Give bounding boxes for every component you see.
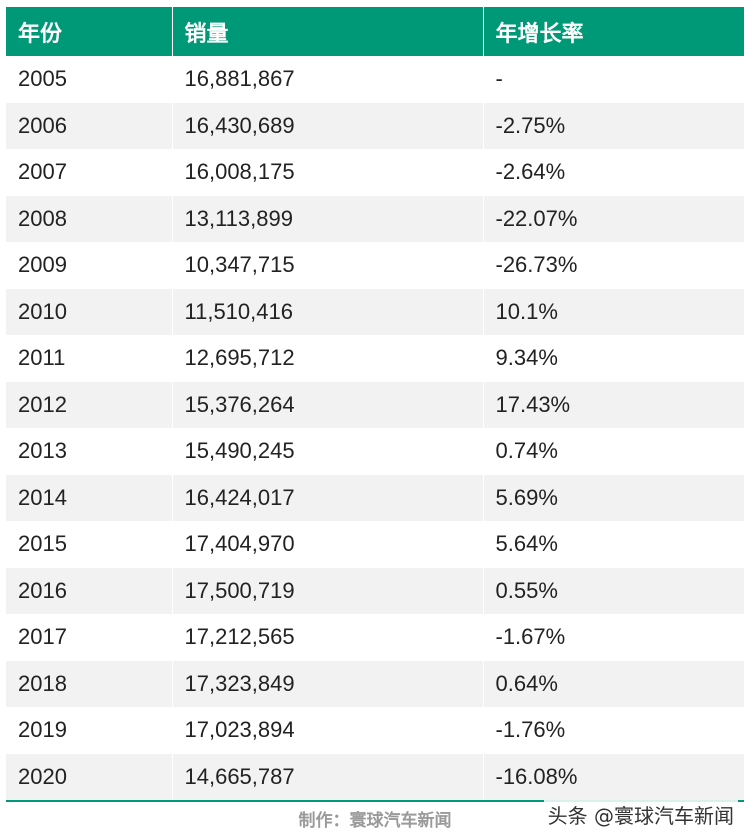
cell-growth: - [495, 66, 503, 92]
table-row: 2016 17,500,719 0.55% [6, 567, 744, 614]
watermark: 头条 @寰球汽车新闻 [543, 800, 738, 829]
cell-growth: -26.73% [495, 252, 578, 278]
cell-sales: 16,424,017 [172, 474, 484, 521]
cell-growth: -2.75% [495, 112, 566, 138]
cell-year: 2005 [6, 56, 173, 103]
table-row: 2011 12,695,712 9.34% [6, 335, 744, 382]
cell-year: 2018 [6, 660, 173, 707]
cell-growth: 10.1% [495, 298, 558, 324]
cell-sales: 13,113,899 [172, 195, 484, 242]
cell-growth: -22.07% [495, 205, 578, 231]
cell-sales: 17,323,849 [172, 660, 484, 707]
cell-year: 2011 [6, 335, 173, 382]
cell-growth: 5.69% [495, 484, 558, 510]
cell-sales: 12,695,712 [172, 335, 484, 382]
cell-sales: 16,881,867 [172, 56, 484, 103]
table-body: 2005 16,881,867-2006 16,430,689 -2.75% 2007 1… [6, 56, 744, 800]
table-row: 2010 11,510,416 10.1% [6, 288, 744, 335]
cell-sales: 11,510,416 [172, 288, 484, 335]
table-row: 2019 17,023,894 -1.76% [6, 707, 744, 754]
cell-sales: 14,665,787 [172, 753, 484, 800]
cell-year: 2010 [6, 288, 173, 335]
cell-sales: 17,404,970 [172, 521, 484, 568]
table-row: 2020 14,665,787 -16.08% [6, 753, 744, 800]
header-sales: 销量 [172, 7, 484, 56]
cell-sales: 17,212,565 [172, 614, 484, 661]
cell-growth: -1.76% [495, 717, 566, 743]
cell-year: 2006 [6, 102, 173, 149]
sales-table-container: 年份 销量 年增长率 2005 16,881,867-2006 16,430,689… [6, 7, 744, 800]
cell-sales: 17,023,894 [172, 707, 484, 754]
cell-growth: 9.34% [495, 345, 558, 371]
cell-growth: -16.08% [495, 763, 578, 789]
cell-sales: 16,008,175 [172, 149, 484, 196]
cell-year: 2014 [6, 474, 173, 521]
table-row: 2014 16,424,017 5.69% [6, 474, 744, 521]
table-header-row: 年份 销量 年增长率 [6, 7, 744, 56]
cell-sales: 15,376,264 [172, 381, 484, 428]
cell-year: 2012 [6, 381, 173, 428]
cell-growth: -1.67% [495, 624, 566, 650]
cell-year: 2008 [6, 195, 173, 242]
cell-growth: 0.55% [495, 577, 558, 603]
cell-year: 2009 [6, 242, 173, 289]
table-row: 2006 16,430,689 -2.75% [6, 102, 744, 149]
table-row: 2018 17,323,849 0.64% [6, 660, 744, 707]
cell-growth: 17.43% [495, 391, 571, 417]
table-row: 2007 16,008,175 -2.64% [6, 149, 744, 196]
table-row: 2013 15,490,245 0.74% [6, 428, 744, 475]
table-row: 2008 13,113,899 -22.07% [6, 195, 744, 242]
header-year: 年份 [6, 7, 173, 56]
sales-table: 年份 销量 年增长率 2005 16,881,867-2006 16,430,689… [6, 7, 744, 800]
cell-sales: 10,347,715 [172, 242, 484, 289]
cell-year: 2013 [6, 428, 173, 475]
table-row: 2005 16,881,867- [6, 56, 744, 103]
table-row: 2009 10,347,715 -26.73% [6, 242, 744, 289]
cell-growth: 5.64% [495, 531, 558, 557]
cell-year: 2016 [6, 567, 173, 614]
cell-growth: 0.74% [495, 438, 558, 464]
table-row: 2012 15,376,264 17.43% [6, 381, 744, 428]
cell-growth: 0.64% [495, 670, 558, 696]
credit-text: 制作：寰球汽车新闻 [298, 811, 452, 831]
cell-year: 2007 [6, 149, 173, 196]
cell-sales: 15,490,245 [172, 428, 484, 475]
cell-year: 2020 [6, 753, 173, 800]
cell-sales: 17,500,719 [172, 567, 484, 614]
table-bottom-border [6, 800, 744, 802]
cell-sales: 16,430,689 [172, 102, 484, 149]
cell-year: 2019 [6, 707, 173, 754]
cell-year: 2015 [6, 521, 173, 568]
cell-growth: -2.64% [495, 159, 566, 185]
table-row: 2017 17,212,565 -1.67% [6, 614, 744, 661]
table-row: 2015 17,404,970 5.64% [6, 521, 744, 568]
cell-year: 2017 [6, 614, 173, 661]
header-growth: 年增长率 [495, 21, 584, 47]
